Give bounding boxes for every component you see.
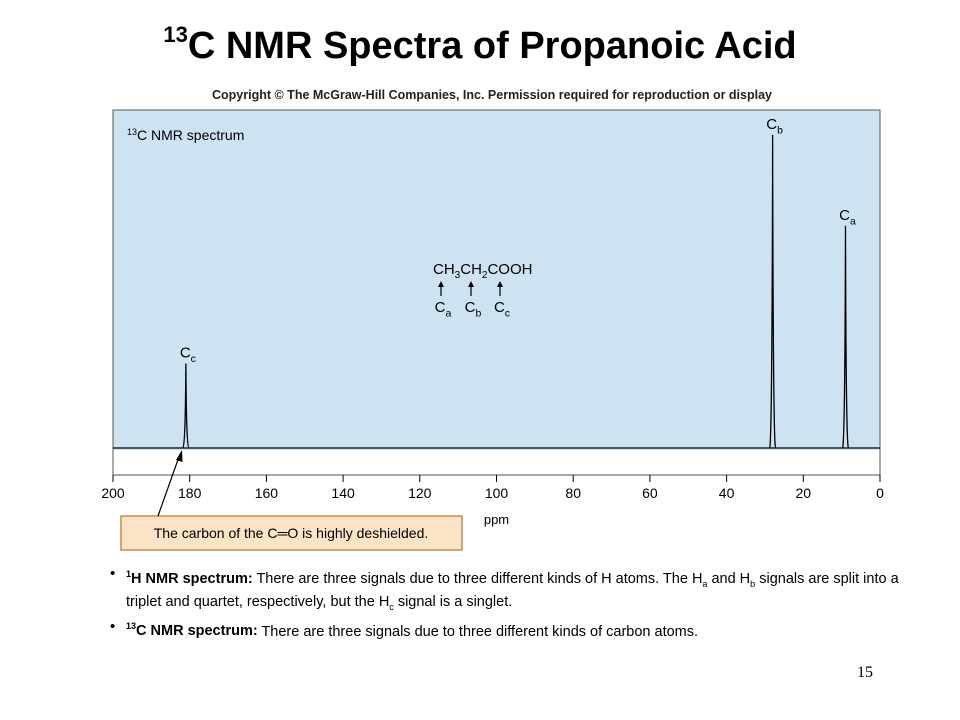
peak-label: Cb bbox=[766, 116, 783, 137]
title-text: C NMR Spectra of Propanoic Acid bbox=[187, 25, 797, 67]
x-tick-label: 200 bbox=[101, 485, 125, 501]
page-number: 15 bbox=[857, 664, 873, 681]
callout-arrow bbox=[157, 453, 181, 517]
x-tick-label: 80 bbox=[565, 485, 581, 501]
title-superscript: 13 bbox=[163, 22, 188, 47]
molecule-arrowhead bbox=[497, 281, 503, 287]
bullet-body: There are three signals due to three dif… bbox=[258, 623, 698, 639]
x-tick-label: 160 bbox=[255, 485, 279, 501]
bullet-text: signal is a singlet. bbox=[393, 593, 513, 610]
slide-title: 13C NMR Spectra of Propanoic Acid bbox=[0, 22, 960, 68]
x-tick-label: 120 bbox=[408, 485, 432, 501]
molecule-arrowhead bbox=[468, 281, 474, 287]
spectrum-peak bbox=[768, 134, 777, 449]
plot-title: 13C NMR spectrum bbox=[127, 127, 244, 143]
bullet-heading: 1H NMR spectrum: bbox=[126, 569, 253, 587]
subscript: a bbox=[702, 578, 708, 589]
spectrum-peak bbox=[182, 363, 190, 449]
x-tick-label: 20 bbox=[796, 485, 812, 501]
molecule-carbon-label: Ca bbox=[435, 299, 452, 320]
callout-arrowhead bbox=[176, 450, 183, 462]
x-tick-label: 40 bbox=[719, 485, 735, 501]
callout-box bbox=[120, 515, 463, 551]
molecule-carbon-label: Cb bbox=[465, 299, 482, 320]
bullet-heading-sup: 1 bbox=[126, 569, 132, 579]
bullet-h-nmr: 1H NMR spectrum: There are three signals… bbox=[110, 565, 910, 616]
bullet-text: There are three signals due to three dif… bbox=[257, 623, 699, 640]
x-tick-label: 100 bbox=[485, 485, 509, 501]
x-tick-label: 60 bbox=[642, 485, 658, 501]
x-axis-label: ppm bbox=[484, 512, 509, 527]
bullet-heading-text: C NMR spectrum: bbox=[136, 623, 258, 640]
bullet-heading-sup: 13 bbox=[126, 621, 137, 632]
peak-label: Cc bbox=[180, 344, 196, 365]
x-tick-label: 0 bbox=[876, 485, 884, 501]
bullet-body: There are three signals due to three dif… bbox=[126, 570, 899, 612]
x-tick-label: 180 bbox=[178, 485, 202, 501]
bullet-heading-text: H NMR spectrum: bbox=[131, 570, 253, 587]
spectrum-peak bbox=[841, 225, 850, 449]
subscript: c bbox=[389, 601, 394, 612]
x-tick-label: 140 bbox=[331, 485, 355, 501]
baseline-strip bbox=[113, 450, 880, 475]
bullet-text: and H bbox=[707, 570, 751, 587]
subscript: b bbox=[750, 578, 756, 589]
bullet-text: signals are split into a triplet and qua… bbox=[126, 570, 899, 610]
copyright-notice: Copyright © The McGraw-Hill Companies, I… bbox=[212, 88, 772, 102]
bullet-c-nmr: 13C NMR spectrum: There are three signal… bbox=[110, 618, 910, 641]
molecule-arrowhead bbox=[438, 281, 444, 287]
molecule-carbon-label: Cc bbox=[494, 299, 510, 320]
peak-label: Ca bbox=[839, 207, 856, 228]
bullet-text: There are three signals due to three dif… bbox=[252, 570, 703, 587]
plot-area bbox=[112, 109, 881, 476]
bullet-list: 1H NMR spectrum: There are three signals… bbox=[110, 565, 910, 642]
bullet-heading: 13C NMR spectrum: bbox=[126, 621, 258, 640]
callout-text: The carbon of the C═O is highly deshield… bbox=[154, 525, 429, 541]
molecule-formula: CH3CH2COOH bbox=[433, 261, 532, 281]
